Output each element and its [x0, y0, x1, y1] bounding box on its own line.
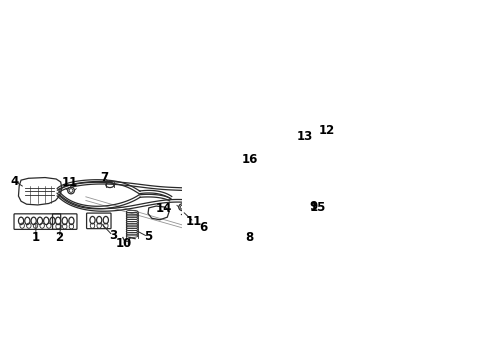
Text: 2: 2 — [55, 231, 63, 244]
Text: 3: 3 — [109, 229, 117, 242]
Text: 11: 11 — [186, 216, 202, 229]
Text: 10: 10 — [116, 237, 132, 250]
Text: 8: 8 — [245, 231, 254, 244]
Text: 1: 1 — [32, 231, 40, 244]
Text: 4: 4 — [11, 175, 19, 188]
Text: 12: 12 — [318, 125, 335, 138]
Text: 7: 7 — [100, 171, 108, 184]
Text: 13: 13 — [297, 130, 313, 143]
Text: 5: 5 — [144, 230, 152, 243]
Text: 15: 15 — [310, 201, 326, 214]
Text: 9: 9 — [309, 199, 318, 212]
Text: 16: 16 — [241, 153, 258, 166]
Text: 11: 11 — [62, 176, 78, 189]
Text: 6: 6 — [199, 221, 208, 234]
Text: 14: 14 — [155, 202, 172, 215]
